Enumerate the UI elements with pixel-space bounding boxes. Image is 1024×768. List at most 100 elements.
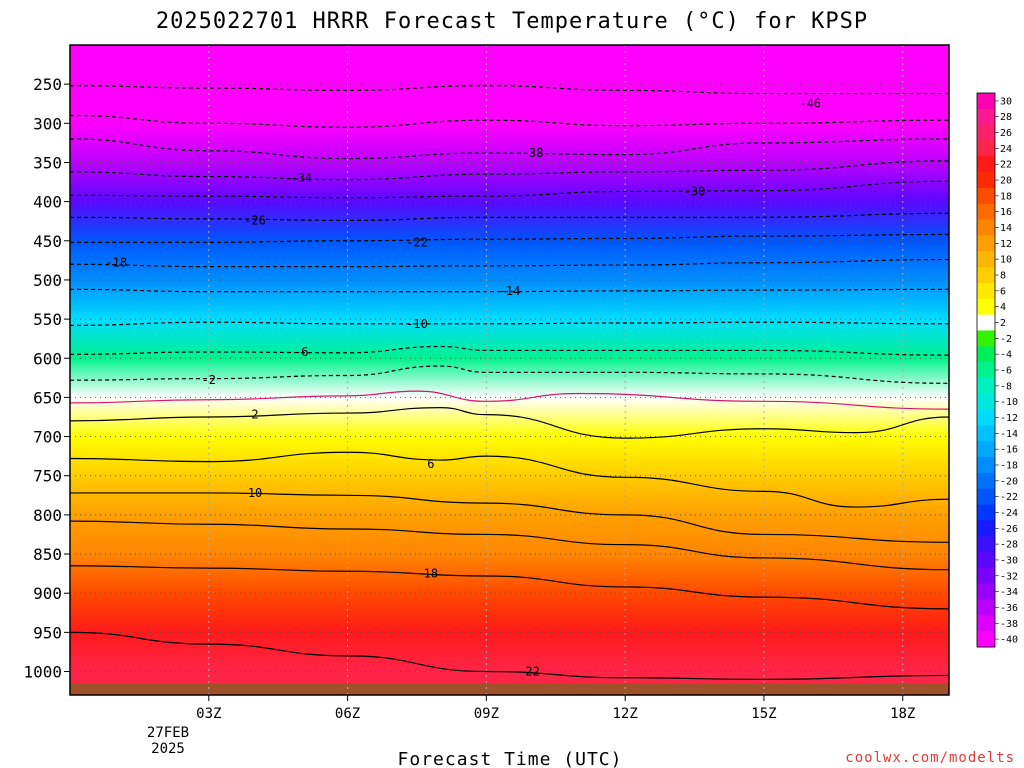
contour-label: -22	[406, 235, 428, 249]
contour-line	[70, 212, 949, 222]
colorbar-swatch	[977, 631, 995, 648]
contour-line	[70, 138, 949, 160]
contour-label: -30	[684, 184, 706, 198]
pressure-axis: 250 300 350 400 450 500 550 600 650 700 750 800 850 9…	[23, 75, 70, 682]
colorbar-swatch	[977, 187, 995, 205]
colorbar-label: -14	[1000, 429, 1018, 440]
time-axis: 03Z 06Z 09Z 12Z 15Z 18Z	[196, 695, 915, 722]
colorbar-swatch	[977, 552, 995, 569]
colorbar-swatch	[977, 472, 995, 490]
colorbar-swatch	[977, 330, 995, 347]
colorbar-label: -30	[1000, 555, 1018, 566]
contour-line	[70, 565, 949, 610]
colorbar-swatch	[977, 251, 995, 268]
colorbar-label: -24	[1000, 508, 1018, 519]
y-tick-label: 600	[33, 349, 62, 368]
colorbar-swatch	[977, 599, 995, 616]
colorbar-label: 8	[1000, 271, 1006, 282]
colorbar-swatch	[977, 140, 995, 157]
x-date-label-day: 27FEB	[147, 725, 189, 741]
colorbar-swatch	[977, 377, 995, 395]
colorbar-swatch	[977, 488, 995, 506]
colorbar-label: 20	[1000, 176, 1012, 187]
colorbar-swatch	[977, 298, 995, 316]
y-tick-label: 550	[33, 310, 62, 329]
colorbar-swatch	[977, 235, 995, 252]
colorbar-swatch	[977, 504, 995, 521]
x-tick-label: 09Z	[474, 706, 499, 722]
x-tick-label: 06Z	[335, 706, 360, 722]
colorbar-swatch	[977, 346, 995, 363]
colorbar-label: -22	[1000, 492, 1018, 503]
colorbar-swatch	[977, 314, 995, 331]
colorbar-label: -28	[1000, 540, 1018, 551]
colorbar-label: 6	[1000, 286, 1006, 297]
colorbar-swatch	[977, 567, 995, 585]
colorbar-swatch	[977, 441, 995, 458]
contour-label: -34	[290, 171, 312, 185]
contour-label: -38	[522, 146, 544, 160]
x-tick-label: 12Z	[613, 706, 638, 722]
y-tick-label: 850	[33, 545, 62, 564]
colorbar-label: -36	[1000, 603, 1018, 614]
contour-label: 2	[251, 408, 258, 422]
colorbar-label: -38	[1000, 619, 1018, 630]
contour-line	[70, 85, 949, 95]
contour-line	[70, 345, 949, 356]
colorbar-swatch	[977, 362, 995, 379]
colorbar-label: -40	[1000, 635, 1018, 646]
contour-line	[70, 520, 949, 571]
contour-line	[70, 180, 949, 199]
colorbar-label: -34	[1000, 587, 1018, 598]
colorbar-swatch	[977, 219, 995, 236]
colorbar-label: 2	[1000, 318, 1006, 329]
colorbar-swatch	[977, 203, 995, 221]
contour-line	[70, 390, 949, 410]
y-tick-label: 950	[33, 623, 62, 642]
contour-label: 18	[424, 567, 438, 581]
y-tick-label: 750	[33, 467, 62, 486]
colorbar-swatch	[977, 457, 995, 474]
colorbar-swatch	[977, 282, 995, 300]
contour-line	[70, 160, 949, 181]
colorbar-label: 14	[1000, 223, 1012, 234]
colorbar-label: -20	[1000, 476, 1018, 487]
colorbar-swatch	[977, 124, 995, 141]
contour-label: 6	[427, 457, 434, 471]
temperature-field	[70, 45, 949, 695]
x-tick-label: 15Z	[751, 706, 776, 722]
colorbar-label: -32	[1000, 571, 1018, 582]
credit-text: coolwx.com/modelts	[845, 750, 1015, 766]
x-axis-label: Forecast Time (UTC)	[398, 749, 623, 768]
colorbar-label: 18	[1000, 191, 1012, 202]
contour-line	[70, 451, 949, 508]
colorbar-label: -18	[1000, 460, 1018, 471]
colorbar-swatch	[977, 425, 995, 442]
y-tick-label: 350	[33, 153, 62, 172]
colorbar-label: 22	[1000, 160, 1012, 171]
colorbar-label: 12	[1000, 239, 1012, 250]
colorbar-swatch	[977, 108, 995, 126]
contour-label: 10	[248, 486, 262, 500]
colorbar-label: 16	[1000, 207, 1012, 218]
contour-line	[70, 288, 949, 293]
y-tick-label: 400	[33, 193, 62, 212]
colorbar-label: -16	[1000, 445, 1018, 456]
contour-line	[70, 492, 949, 543]
x-tick-label: 18Z	[890, 706, 915, 722]
colorbar-label: 24	[1000, 144, 1012, 155]
x-date-label-year: 2025	[151, 741, 185, 757]
colorbar-swatch	[977, 409, 995, 426]
colorbar-label: -10	[1000, 397, 1018, 408]
colorbar-swatch	[977, 93, 995, 110]
contour-label: -14	[499, 284, 521, 298]
colorbar-label: 10	[1000, 255, 1012, 266]
colorbar-swatch	[977, 156, 995, 173]
colorbar-label: 4	[1000, 302, 1006, 313]
colorbar-label: -4	[1000, 350, 1012, 361]
y-tick-label: 450	[33, 232, 62, 251]
contour-line	[70, 406, 949, 439]
